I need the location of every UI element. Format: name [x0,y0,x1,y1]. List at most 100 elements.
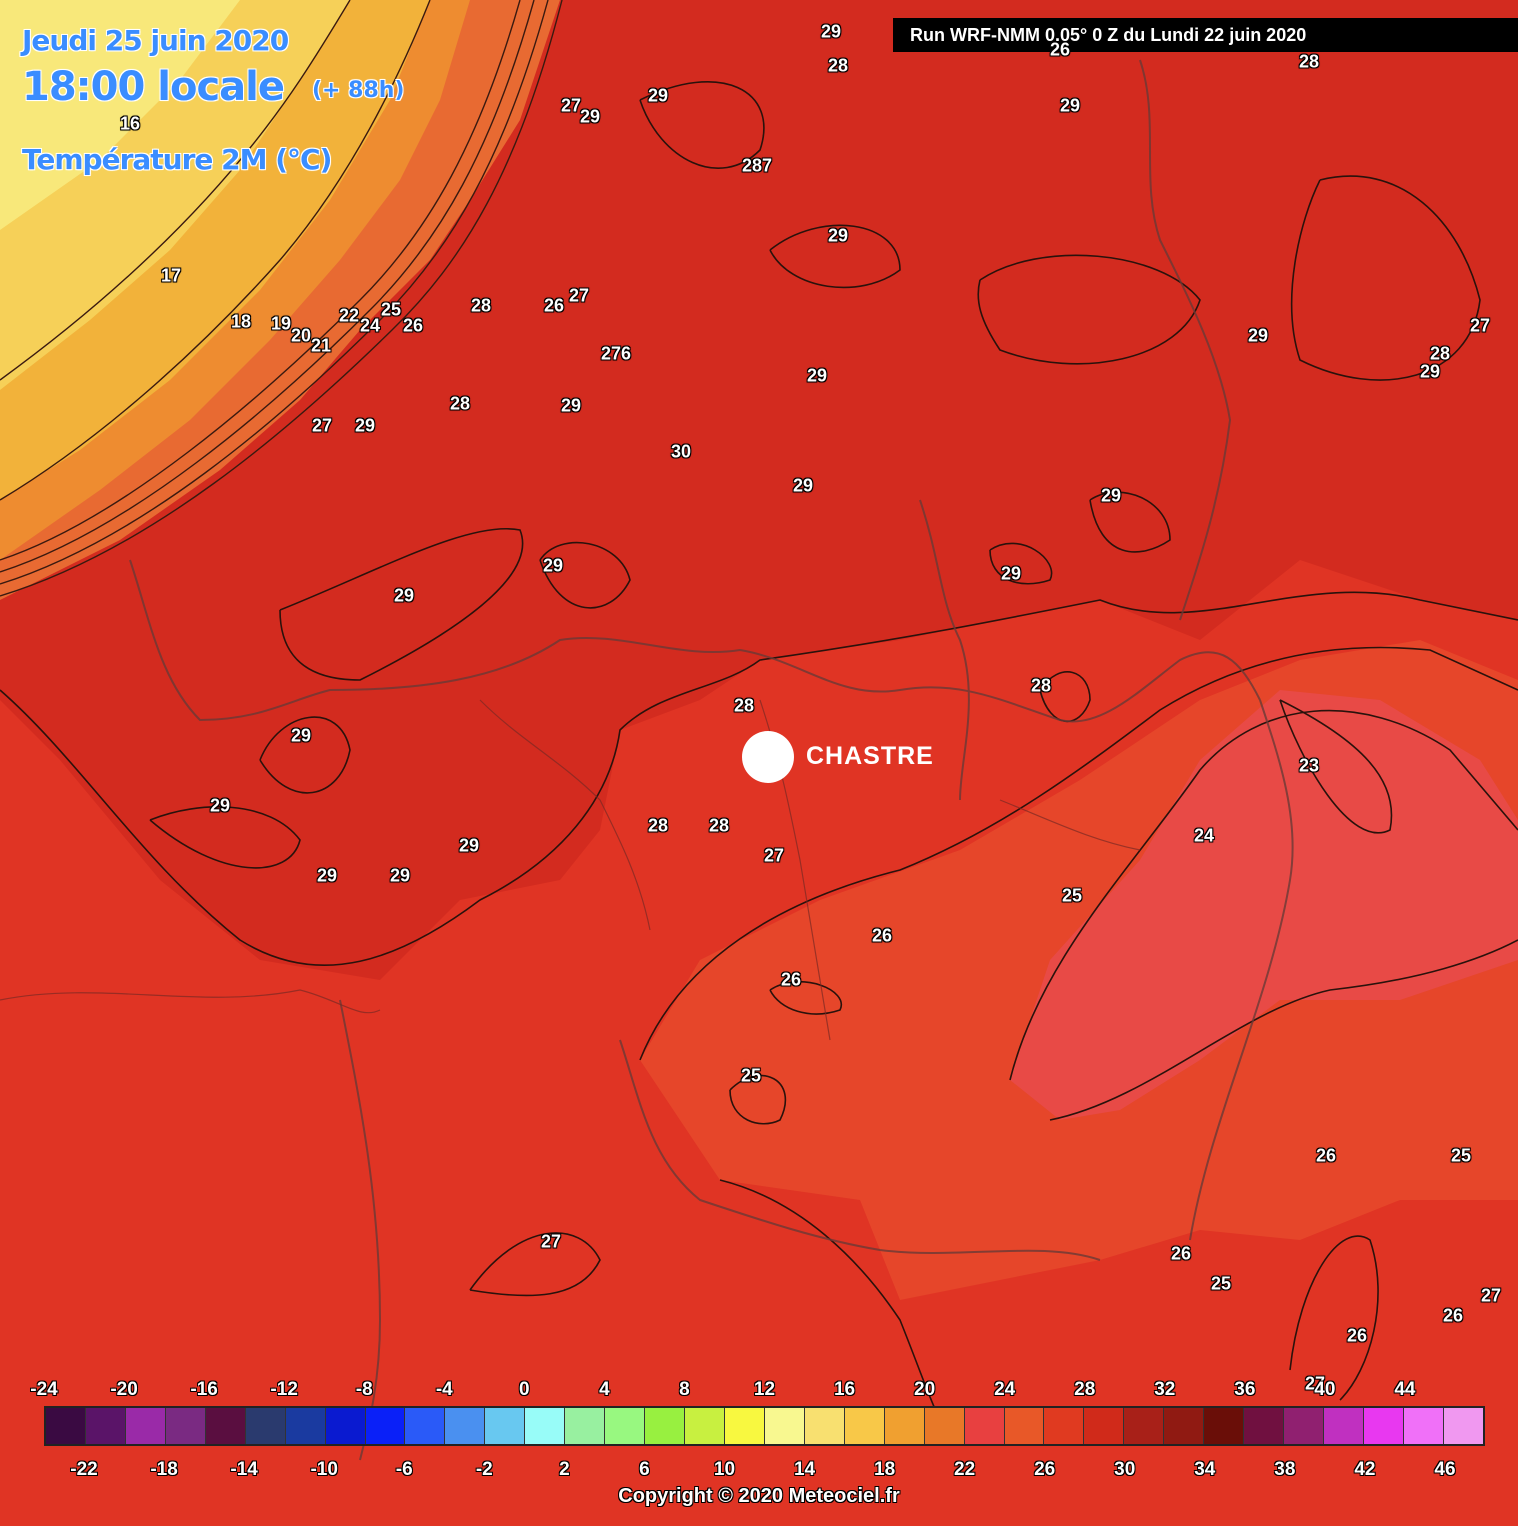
contour-label: 29 [389,865,411,886]
legend-swatch [125,1408,166,1444]
legend-swatch [1204,1408,1245,1444]
contour-label: 29 [647,85,669,106]
legend-swatch [1244,1408,1285,1444]
legend-swatch [285,1408,326,1444]
contour-label: 27 [568,285,590,306]
legend-swatch [764,1408,805,1444]
legend-swatch [365,1408,406,1444]
legend-swatch [924,1408,965,1444]
contour-label: 29 [316,865,338,886]
legend-top-label: 16 [833,1379,856,1400]
contour-label: 28 [733,695,755,716]
legend-swatch [1164,1408,1205,1444]
legend-bottom-label: -18 [150,1459,178,1480]
legend-colorbar [44,1406,1485,1446]
contour-label: 28 [449,393,471,414]
field-23-zone [1010,690,1518,1120]
forecast-date: Jeudi 25 juin 2020 [22,24,289,57]
contour-label: 29 [1000,563,1022,584]
contour-label: 29 [792,475,814,496]
legend-top-label: 0 [519,1379,530,1400]
contour-label: 26 [1049,39,1071,60]
legend-swatch [1403,1408,1444,1444]
legend-top-label: 36 [1234,1379,1256,1400]
legend-top-label: 24 [994,1379,1016,1400]
legend-top-label: 20 [914,1379,936,1400]
legend-bottom-label: 18 [874,1459,896,1480]
legend-top-label: 28 [1074,1379,1096,1400]
city-marker [742,731,794,783]
legend-bottom-label: 14 [793,1459,816,1480]
contour-label: 18 [230,311,252,332]
contour-label: 26 [780,969,802,990]
contour-label: 24 [1193,825,1215,846]
contour-label: 28 [1298,51,1320,72]
contour-label: 29 [1247,325,1269,346]
legend-top-label: 4 [599,1379,610,1400]
contour-label: 24 [359,315,381,336]
contour-label: 29 [458,835,480,856]
legend-top-label: 8 [679,1379,690,1400]
legend-bottom-label: 10 [713,1459,736,1480]
field-14-zone [0,0,240,230]
contour-label: 28 [1030,675,1052,696]
legend-swatch [46,1408,86,1444]
legend-bottom-label: 22 [954,1459,976,1480]
contour-label: 20 [290,325,312,346]
contour-label: 26 [871,925,893,946]
legend-top-label: 12 [753,1379,776,1400]
legend-bottom-label: -2 [475,1459,493,1480]
contour-label: 29 [827,225,849,246]
legend-swatch [485,1408,526,1444]
contour-label: 21 [310,335,332,356]
isotherms [0,81,1518,1421]
contour-label: 29 [820,21,842,42]
legend-bottom-label: 26 [1034,1459,1056,1480]
legend-swatch [1363,1408,1404,1444]
contour-label: 29 [1100,485,1122,506]
legend-swatch [1044,1408,1085,1444]
legend-swatch [565,1408,606,1444]
contour-label: 29 [1419,361,1441,382]
legend-bottom-label: -6 [395,1459,413,1480]
legend-swatch [165,1408,206,1444]
contour-label: 276 [600,343,632,364]
contour-label: 28 [827,55,849,76]
contour-label: 29 [1059,95,1081,116]
legend-swatch [1004,1408,1045,1444]
legend-top-label: -16 [190,1379,218,1400]
legend-top-label: -24 [30,1379,58,1400]
legend-bottom-label: 42 [1354,1459,1376,1480]
legend-swatch [964,1408,1005,1444]
legend-swatch [1443,1408,1483,1444]
contour-label: 287 [741,155,773,176]
contour-label: 19 [270,313,292,334]
copyright-notice: Copyright © 2020 Meteociel.fr [618,1485,900,1507]
legend-swatch [1324,1408,1364,1444]
legend-bottom-label: 34 [1194,1459,1216,1480]
contour-label: 26 [1170,1243,1192,1264]
legend-bottom-label: 30 [1114,1459,1136,1480]
legend-top-label: -20 [110,1379,138,1400]
contour-label: 17 [160,265,182,286]
legend-swatch [685,1408,725,1444]
contour-label: 29 [806,365,828,386]
legend-bottom-label: -14 [230,1459,258,1480]
parameter-title: Température 2M (°C) [22,143,332,176]
contour-label: 29 [354,415,376,436]
legend-swatch [1084,1408,1125,1444]
contour-label: 29 [209,795,231,816]
legend-top-label: -4 [435,1379,453,1400]
contour-label: 26 [1346,1325,1368,1346]
contour-label: 29 [560,395,582,416]
contour-label: 28 [470,295,492,316]
legend-top-label: 40 [1314,1379,1336,1400]
legend-swatch [724,1408,765,1444]
contour-label: 26 [543,295,565,316]
contour-label: 25 [1450,1145,1472,1166]
contour-label: 29 [542,555,564,576]
legend-swatch [325,1408,366,1444]
legend-swatch [85,1408,126,1444]
contour-label: 28 [708,815,730,836]
